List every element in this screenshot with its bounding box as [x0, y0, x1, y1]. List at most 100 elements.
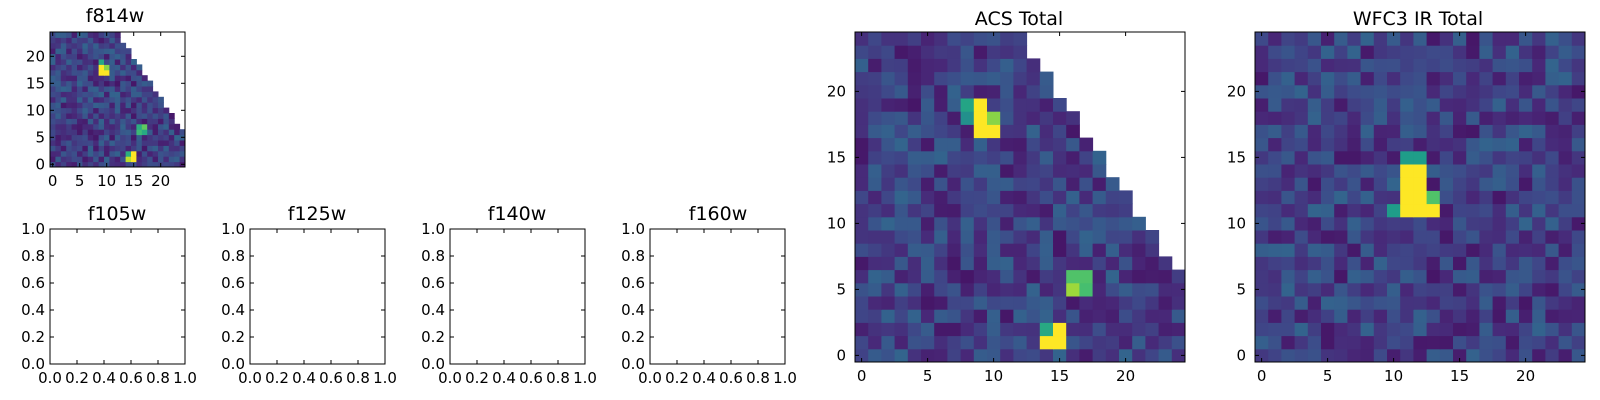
pixel — [1413, 58, 1428, 73]
pixel — [114, 75, 121, 82]
pixel — [921, 150, 935, 165]
pixel — [66, 64, 73, 71]
pixel — [1360, 137, 1375, 152]
pixel — [1281, 243, 1296, 257]
pixel — [1466, 282, 1480, 297]
pixel — [1334, 335, 1348, 350]
pixel — [125, 69, 132, 76]
pixel — [1360, 269, 1375, 284]
pixel — [120, 48, 127, 55]
pixel — [1479, 216, 1494, 231]
pixel — [921, 124, 935, 139]
pixel — [1387, 309, 1401, 323]
pixel — [55, 96, 62, 103]
pixel — [174, 161, 181, 168]
pixel — [1360, 32, 1375, 46]
pixel — [71, 129, 78, 136]
pixel — [93, 59, 100, 65]
pixel — [168, 161, 175, 168]
pixel — [1066, 243, 1080, 257]
pixel — [1439, 216, 1454, 231]
pixel — [1066, 164, 1080, 178]
pixel — [131, 118, 137, 125]
pixel — [1466, 124, 1480, 139]
pixel — [60, 161, 67, 168]
pixel — [1013, 111, 1028, 125]
pixel — [973, 322, 988, 337]
pixel — [868, 203, 882, 218]
pixel — [1413, 216, 1428, 231]
pixel — [1505, 98, 1520, 112]
pixel — [894, 111, 909, 125]
pixel — [1294, 124, 1309, 139]
pixel — [77, 42, 83, 49]
pixel — [168, 145, 175, 152]
pixel — [1466, 203, 1480, 218]
pixel — [868, 32, 882, 46]
pixel — [1373, 322, 1388, 337]
pixel — [66, 96, 73, 103]
pixel — [1307, 190, 1322, 205]
panel-f160w: f160w 0.0 0.2 0.4 0.6 0.8 1.00.00.20.40.60.81… — [621, 203, 797, 387]
pixel — [1092, 150, 1107, 165]
pixel — [163, 129, 170, 136]
pixel — [60, 48, 67, 55]
pixel — [1545, 348, 1560, 363]
pixel — [960, 322, 975, 337]
pixel — [1026, 348, 1041, 363]
pixel — [1387, 111, 1401, 125]
pixel — [1079, 230, 1094, 244]
pixel — [1532, 58, 1546, 73]
pixel — [1413, 348, 1428, 363]
pixel — [907, 84, 922, 99]
pixel — [960, 58, 975, 73]
pixel — [987, 45, 1001, 59]
pixel — [894, 32, 909, 46]
pixel — [1439, 45, 1454, 59]
pixel — [93, 42, 100, 49]
y-tick-label: 10 — [1227, 214, 1246, 232]
pixel — [1426, 309, 1441, 323]
pixel — [147, 96, 154, 103]
pixel — [1453, 137, 1467, 152]
pixel — [1307, 335, 1322, 350]
pixel — [1171, 309, 1186, 323]
pixel — [973, 32, 988, 46]
pixel — [1558, 282, 1573, 297]
x-tick-label: 0.4 — [292, 369, 316, 387]
pixel — [104, 86, 110, 92]
pixel — [1479, 45, 1494, 59]
pixel — [1066, 309, 1080, 323]
pixel — [855, 309, 869, 323]
pixel — [1426, 203, 1441, 218]
pixel — [1400, 335, 1414, 350]
pixel — [1039, 256, 1054, 271]
pixel — [921, 348, 935, 363]
pixel — [1026, 190, 1041, 205]
pixel — [973, 230, 988, 244]
pixel — [894, 335, 909, 350]
pixel — [1413, 71, 1428, 86]
pixel — [1571, 269, 1586, 284]
pixel — [60, 75, 67, 82]
pixel — [87, 134, 94, 141]
pixel — [907, 256, 922, 271]
pixel — [1492, 309, 1507, 323]
pixel — [1505, 256, 1520, 271]
pixel — [87, 107, 94, 114]
pixel — [1413, 322, 1428, 337]
pixel — [1413, 256, 1428, 271]
pixel — [1453, 98, 1467, 112]
pixel — [1281, 348, 1296, 363]
pixel — [1053, 177, 1067, 191]
pixel — [82, 96, 89, 103]
pixel — [1558, 322, 1573, 337]
pixel — [1373, 309, 1388, 323]
pixel — [881, 296, 896, 310]
pixel — [1360, 296, 1375, 310]
pixel — [1400, 98, 1414, 112]
pixel — [125, 113, 132, 119]
pixel — [60, 107, 67, 114]
pixel — [855, 58, 869, 73]
pixel — [1307, 124, 1322, 139]
